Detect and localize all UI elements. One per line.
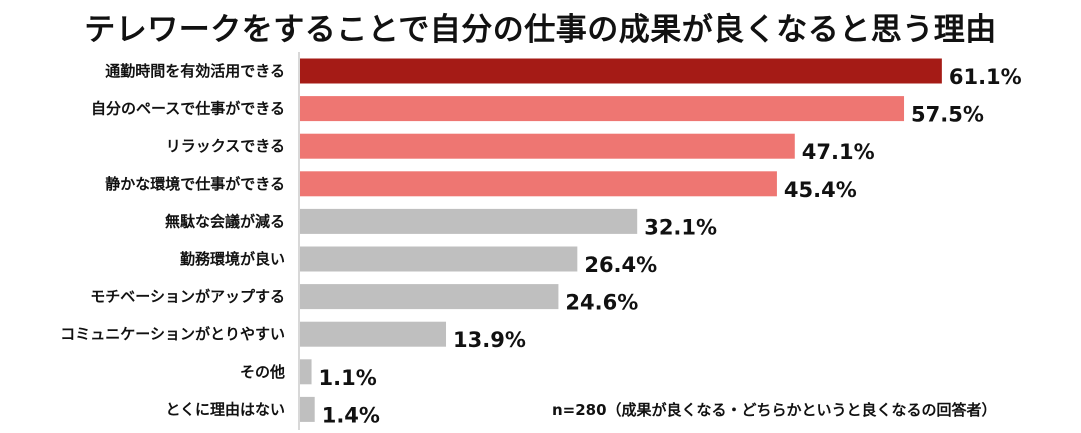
value-label: 1.1%	[319, 366, 377, 390]
category-label: 無駄な会議が減る	[165, 212, 285, 230]
chart-title: テレワークをすることで自分の仕事の成果が良くなると思う理由	[84, 12, 997, 48]
category-label: 勤務環境が良い	[180, 250, 285, 268]
bar	[300, 133, 795, 159]
bar	[300, 396, 315, 422]
category-label: 自分のペースで仕事ができる	[91, 100, 285, 118]
category-label: その他	[240, 363, 285, 381]
bar	[300, 208, 638, 234]
value-label: 57.5%	[911, 103, 984, 127]
bar	[300, 96, 905, 122]
value-label: 47.1%	[802, 140, 875, 164]
value-label: 26.4%	[584, 253, 657, 277]
bar	[300, 284, 559, 310]
bar	[300, 359, 312, 385]
category-label: とくに理由はない	[165, 400, 285, 418]
sample-note: n=280（成果が良くなる・どちらかというと良くなるの回答者）	[552, 401, 997, 419]
value-label: 24.6%	[565, 291, 638, 315]
bar	[300, 246, 578, 272]
bar	[300, 171, 777, 197]
value-label: 13.9%	[453, 328, 526, 352]
category-label: リラックスできる	[166, 137, 285, 155]
category-label: 静かな環境で仕事ができる	[105, 175, 285, 193]
bar	[300, 321, 447, 347]
value-label: 45.4%	[784, 178, 857, 202]
category-label: コミュニケーションがとりやすい	[60, 325, 285, 343]
value-label: 1.4%	[322, 403, 380, 427]
category-label: 通勤時間を有効活用できる	[105, 62, 285, 80]
bar	[300, 58, 942, 84]
category-label: モチベーションがアップする	[90, 288, 285, 306]
value-label: 32.1%	[644, 215, 717, 239]
value-label: 61.1%	[949, 65, 1022, 89]
